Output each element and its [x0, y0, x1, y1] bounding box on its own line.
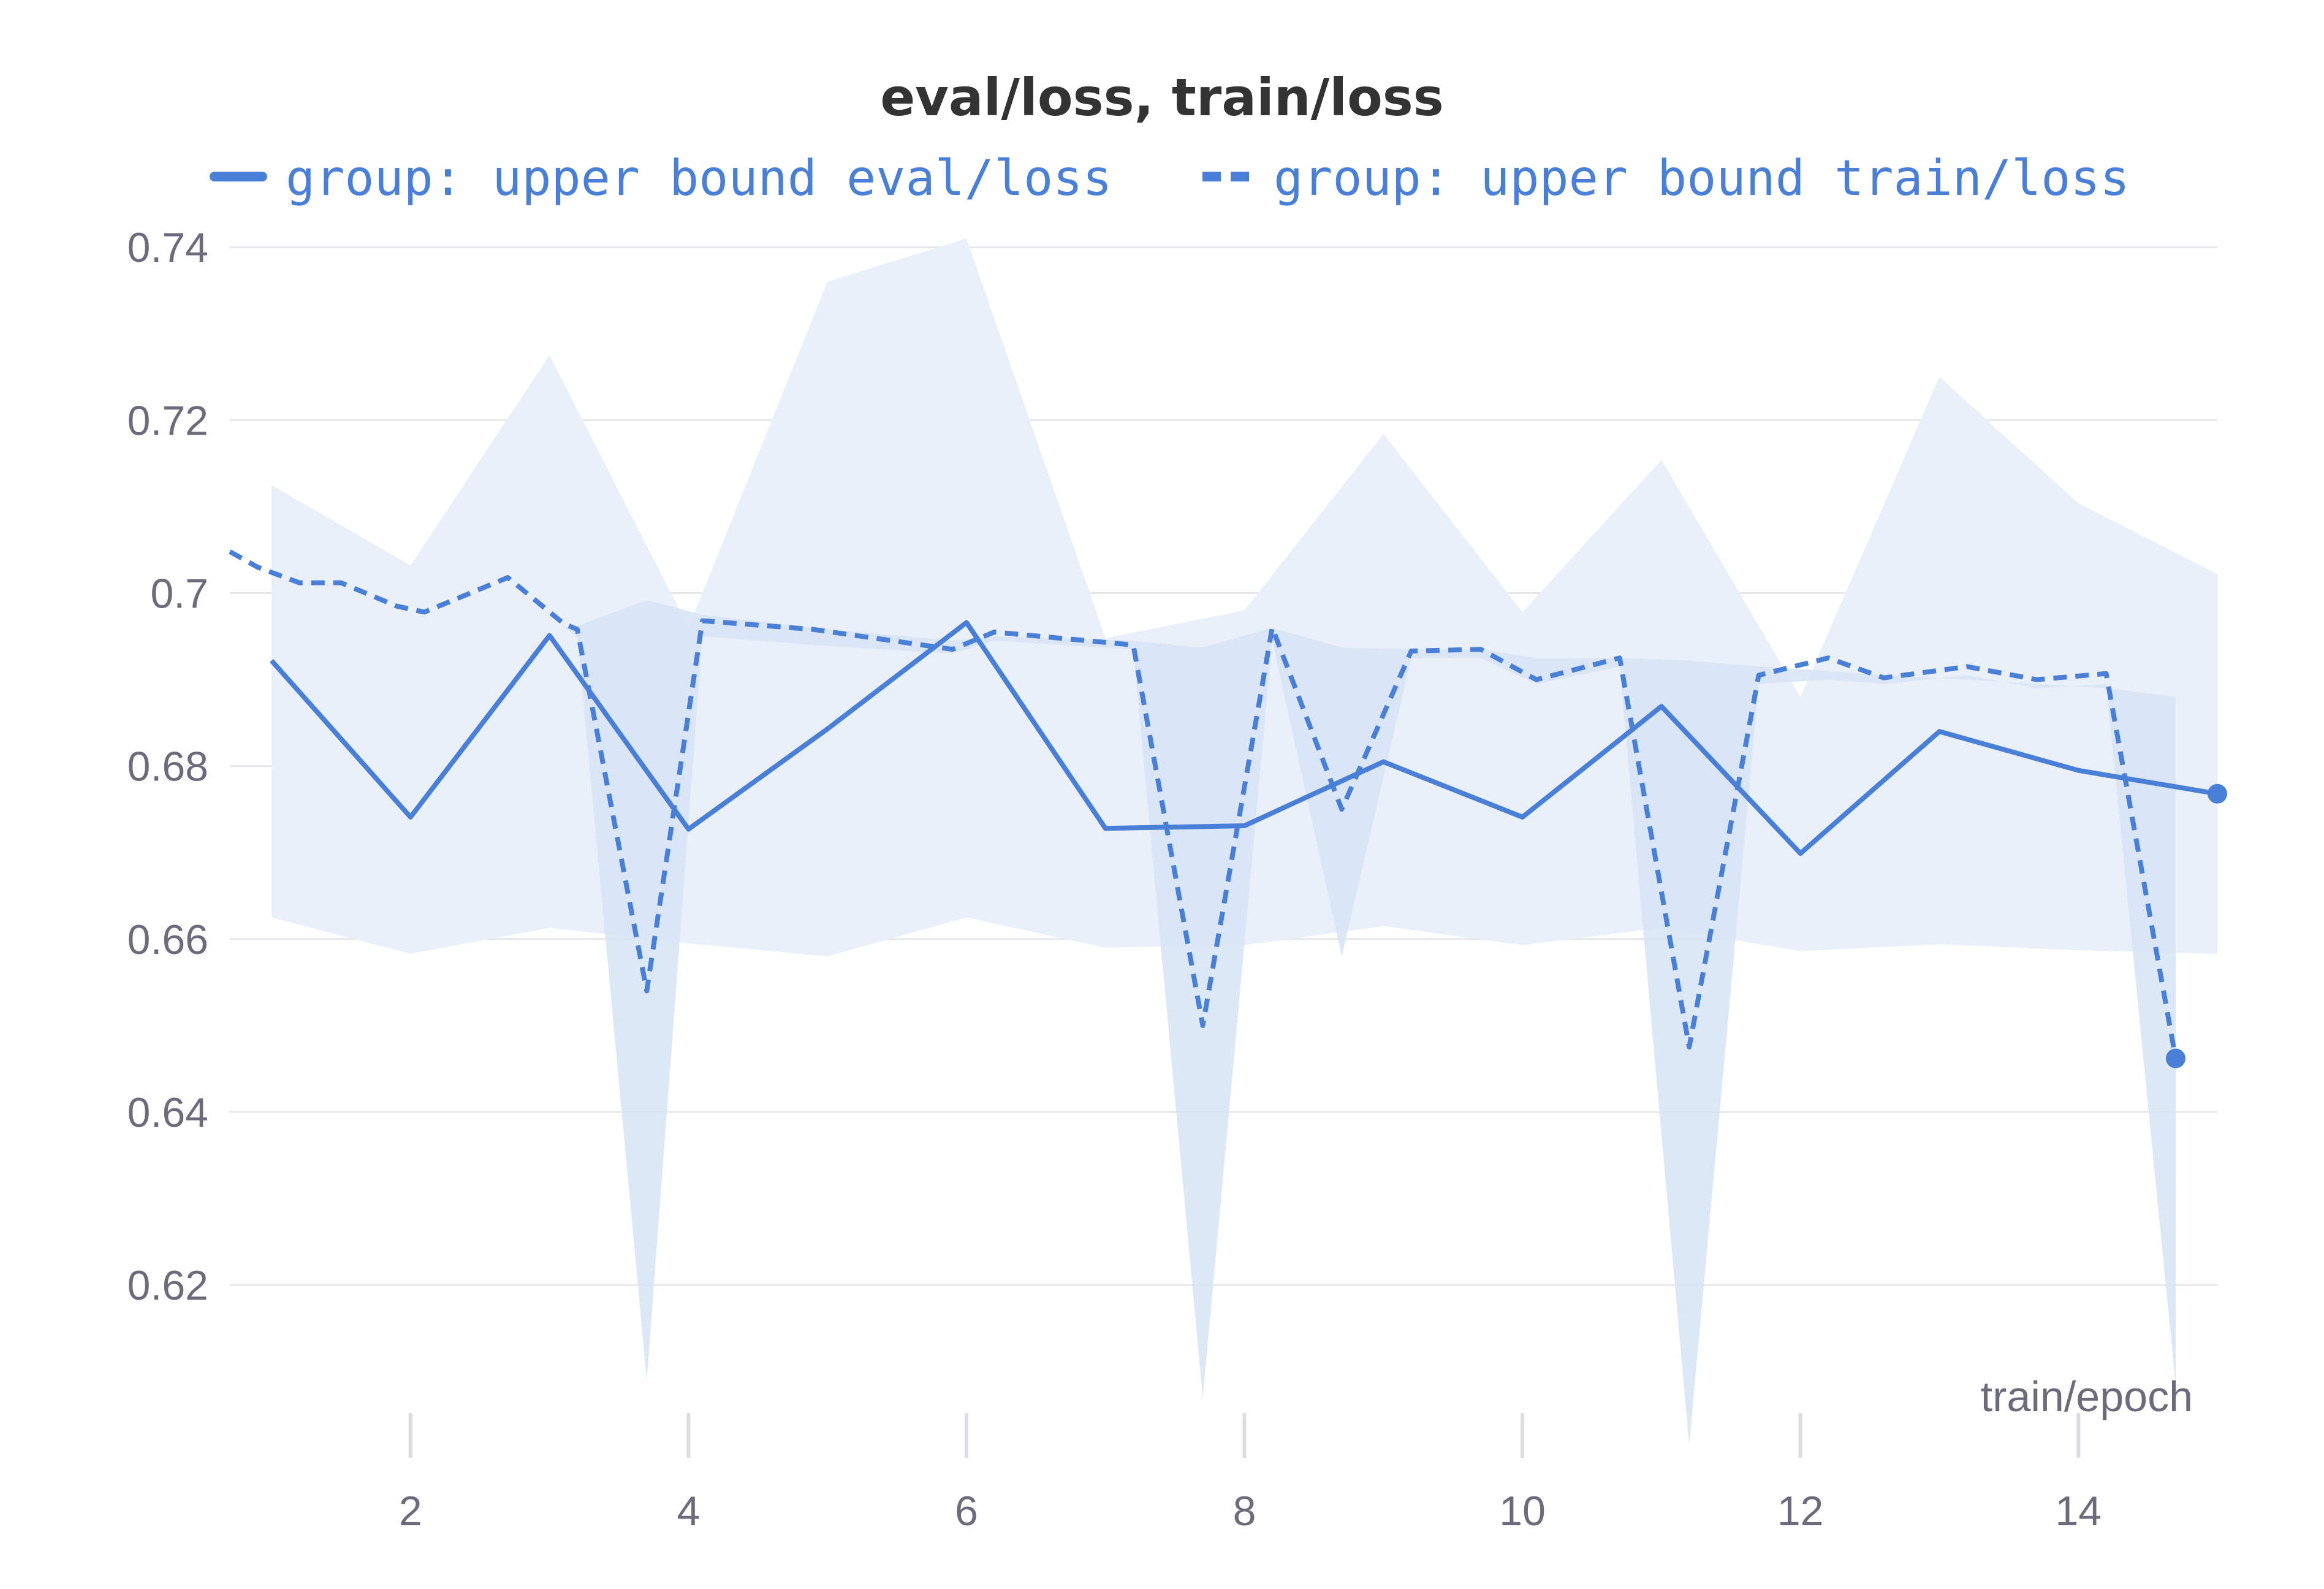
x-tick-label: 4: [677, 1488, 700, 1534]
series-end-marker-0: [2208, 783, 2227, 804]
y-tick-label: 0.66: [127, 916, 208, 963]
series-end-marker-1: [2165, 1048, 2185, 1069]
series-line-0: [270, 620, 2218, 856]
x-tick-label: 14: [2055, 1488, 2102, 1534]
legend-label-eval: group: upper bound eval/loss: [286, 150, 1112, 207]
legend-label-train: group: upper bound train/loss: [1274, 150, 2130, 207]
series-lines: [229, 549, 2227, 1069]
y-tick-label: 0.62: [127, 1262, 208, 1309]
y-tick-label: 0.64: [127, 1089, 208, 1136]
legend-item-train[interactable]: group: upper bound train/loss: [1202, 150, 2130, 207]
y-axis: 0.62 0.64 0.66 0.68 0.7 0.72 0.74: [127, 224, 208, 1309]
chart-title: eval/loss, train/loss: [880, 67, 1444, 128]
x-axis: 2 4 6 8 10 12 14: [399, 1413, 2102, 1534]
x-axis-title: train/epoch: [1981, 1373, 2193, 1420]
legend-item-eval[interactable]: group: upper bound eval/loss: [210, 150, 1112, 207]
legend: group: upper bound eval/loss group: uppe…: [210, 150, 2130, 207]
x-tick-label: 2: [399, 1488, 422, 1534]
y-tick-label: 0.68: [127, 744, 208, 790]
y-tick-label: 0.72: [127, 397, 208, 444]
x-tick-label: 12: [1777, 1488, 1824, 1534]
x-tick-label: 6: [955, 1488, 978, 1534]
x-tick-label: 8: [1233, 1488, 1256, 1534]
y-tick-label: 0.7: [150, 571, 208, 617]
series-line-1: [229, 549, 2178, 1059]
y-tick-label: 0.74: [127, 224, 208, 271]
x-tick-label: 10: [1499, 1488, 1546, 1534]
